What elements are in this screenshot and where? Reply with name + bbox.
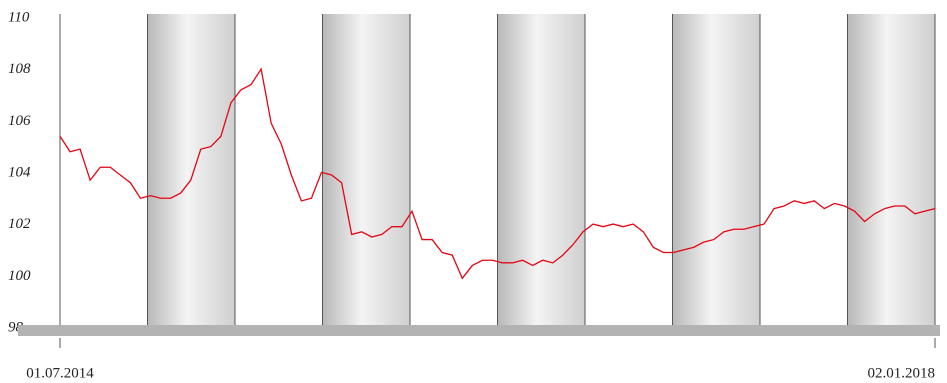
y-tick-label: 106 <box>8 113 31 129</box>
x-tick-label: 01.07.2014 <box>26 365 94 381</box>
y-tick-label: 108 <box>8 61 31 77</box>
background <box>59 14 936 330</box>
shaded-band <box>322 14 410 330</box>
x-axis-bar <box>18 325 940 336</box>
shaded-band <box>672 14 760 330</box>
x-tick-label: 02.01.2018 <box>868 365 936 381</box>
shaded-band <box>497 14 585 330</box>
y-tick-label: 110 <box>8 9 30 25</box>
y-tick-label: 102 <box>8 216 31 232</box>
shaded-band <box>847 14 935 330</box>
line-series <box>59 67 936 280</box>
y-tick-label: 100 <box>8 268 31 284</box>
shaded-band <box>147 14 235 330</box>
y-tick-label: 104 <box>8 164 31 180</box>
